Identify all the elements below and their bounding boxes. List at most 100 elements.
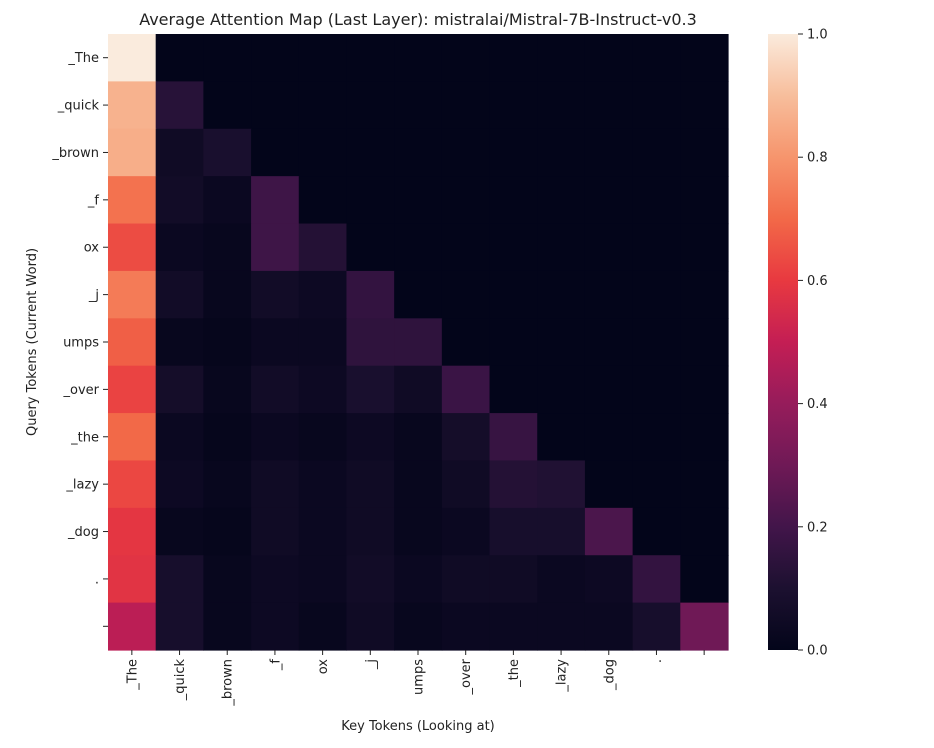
heatmap-cell xyxy=(632,507,681,556)
x-tick-label: _j xyxy=(364,659,379,670)
heatmap-cell xyxy=(203,602,252,651)
heatmap-cell xyxy=(584,270,634,319)
heatmap-cell xyxy=(346,81,395,130)
heatmap-cell xyxy=(489,413,538,462)
heatmap-cell xyxy=(537,602,586,651)
heatmap-cell xyxy=(537,413,586,462)
y-tick-label: _j xyxy=(88,288,99,303)
heatmap-cell xyxy=(489,270,538,319)
heatmap-cell xyxy=(489,602,538,651)
heatmap-cell xyxy=(346,413,395,462)
heatmap-cell xyxy=(108,555,157,604)
heatmap-cell xyxy=(537,365,586,414)
heatmap-cell xyxy=(346,602,395,651)
heatmap-cell xyxy=(441,270,491,319)
heatmap-cell xyxy=(346,34,395,82)
heatmap-cell xyxy=(632,602,681,651)
heatmap-cell xyxy=(108,413,157,462)
heatmap-cell xyxy=(489,223,538,272)
heatmap-cell xyxy=(394,270,443,319)
heatmap-cell xyxy=(394,555,443,604)
colorbar-ticks: 0.0 0.2 0.4 0.6 0.8 1.0 xyxy=(798,28,828,659)
heatmap-cell xyxy=(155,81,204,130)
colorbar-tick-label: 1.0 xyxy=(807,28,828,43)
heatmap-cell xyxy=(537,128,586,177)
heatmap-cell xyxy=(346,460,395,509)
heatmap-cell xyxy=(632,365,681,414)
heatmap-cell xyxy=(441,128,491,177)
heatmap-cell xyxy=(537,223,586,272)
heatmap-cell xyxy=(537,555,586,604)
heatmap-cell xyxy=(584,602,634,651)
heatmap-cell xyxy=(155,223,204,272)
y-tick-label: _over xyxy=(63,383,100,398)
heatmap-cell xyxy=(108,602,157,651)
y-tick-label: _The xyxy=(67,51,99,66)
heatmap-cell xyxy=(441,365,491,414)
heatmap-cell xyxy=(155,602,204,651)
heatmap-cell xyxy=(298,128,348,177)
heatmap-cell xyxy=(680,128,729,177)
x-tick-label: _quick xyxy=(173,659,188,702)
heatmap-cell xyxy=(251,507,300,556)
heatmap-cell xyxy=(632,413,681,462)
heatmap-cell xyxy=(251,223,300,272)
heatmap-cell xyxy=(203,128,252,177)
heatmap-cell xyxy=(537,460,586,509)
heatmap-cell xyxy=(632,223,681,272)
heatmap-cell xyxy=(108,34,157,82)
heatmap-cell xyxy=(203,460,252,509)
heatmap-cell xyxy=(489,365,538,414)
heatmap-cell xyxy=(108,507,157,556)
heatmap-cell xyxy=(680,413,729,462)
heatmap-cell xyxy=(537,81,586,130)
heatmap-cell xyxy=(441,555,491,604)
heatmap-cell xyxy=(108,223,157,272)
y-axis-label: Query Tokens (Current Word) xyxy=(25,248,40,436)
x-axis-label: Key Tokens (Looking at) xyxy=(341,719,495,734)
heatmap-cell xyxy=(203,365,252,414)
heatmap-cell xyxy=(346,365,395,414)
heatmap-cell xyxy=(584,81,634,130)
heatmap-cell xyxy=(632,81,681,130)
heatmap-cell xyxy=(584,365,634,414)
heatmap-cell xyxy=(537,318,586,367)
heatmap-cell xyxy=(298,223,348,272)
x-tick-label: _dog xyxy=(602,659,617,691)
heatmap-cell xyxy=(394,318,443,367)
heatmap-cell xyxy=(632,460,681,509)
heatmap-cell xyxy=(489,81,538,130)
heatmap-cell xyxy=(155,176,204,225)
heatmap-cell xyxy=(251,81,300,130)
heatmap-cell xyxy=(298,176,348,225)
heatmap-cells xyxy=(108,34,729,651)
colorbar-tick-label: 0.4 xyxy=(807,397,828,412)
heatmap-cell xyxy=(680,555,729,604)
y-tick-label: ox xyxy=(84,241,100,256)
heatmap-cell xyxy=(346,318,395,367)
heatmap-cell xyxy=(155,270,204,319)
heatmap-cell xyxy=(584,223,634,272)
heatmap-cell xyxy=(108,270,157,319)
heatmap-cell xyxy=(632,318,681,367)
y-tick-label: umps xyxy=(63,336,99,351)
heatmap-cell xyxy=(441,318,491,367)
chart-title: Average Attention Map (Last Layer): mist… xyxy=(139,10,697,29)
heatmap-cell xyxy=(251,128,300,177)
x-tick-label: _The xyxy=(125,659,140,691)
y-tick-label: _brown xyxy=(51,146,99,161)
y-tick-label: _dog xyxy=(67,525,99,540)
heatmap-cell xyxy=(108,81,157,130)
heatmap-cell xyxy=(680,602,729,651)
heatmap-cell xyxy=(203,270,252,319)
heatmap-cell xyxy=(346,555,395,604)
heatmap-cell xyxy=(251,555,300,604)
colorbar-tick-label: 0.2 xyxy=(807,520,828,535)
heatmap-cell xyxy=(441,176,491,225)
heatmap-cell xyxy=(394,81,443,130)
heatmap-cell xyxy=(298,318,348,367)
x-tick-label: umps xyxy=(412,659,427,695)
heatmap-cell xyxy=(441,460,491,509)
heatmap-cell xyxy=(251,460,300,509)
x-axis-ticks: _The _quick _brown _f ox _j umps _over _the _lazy… xyxy=(125,650,705,707)
